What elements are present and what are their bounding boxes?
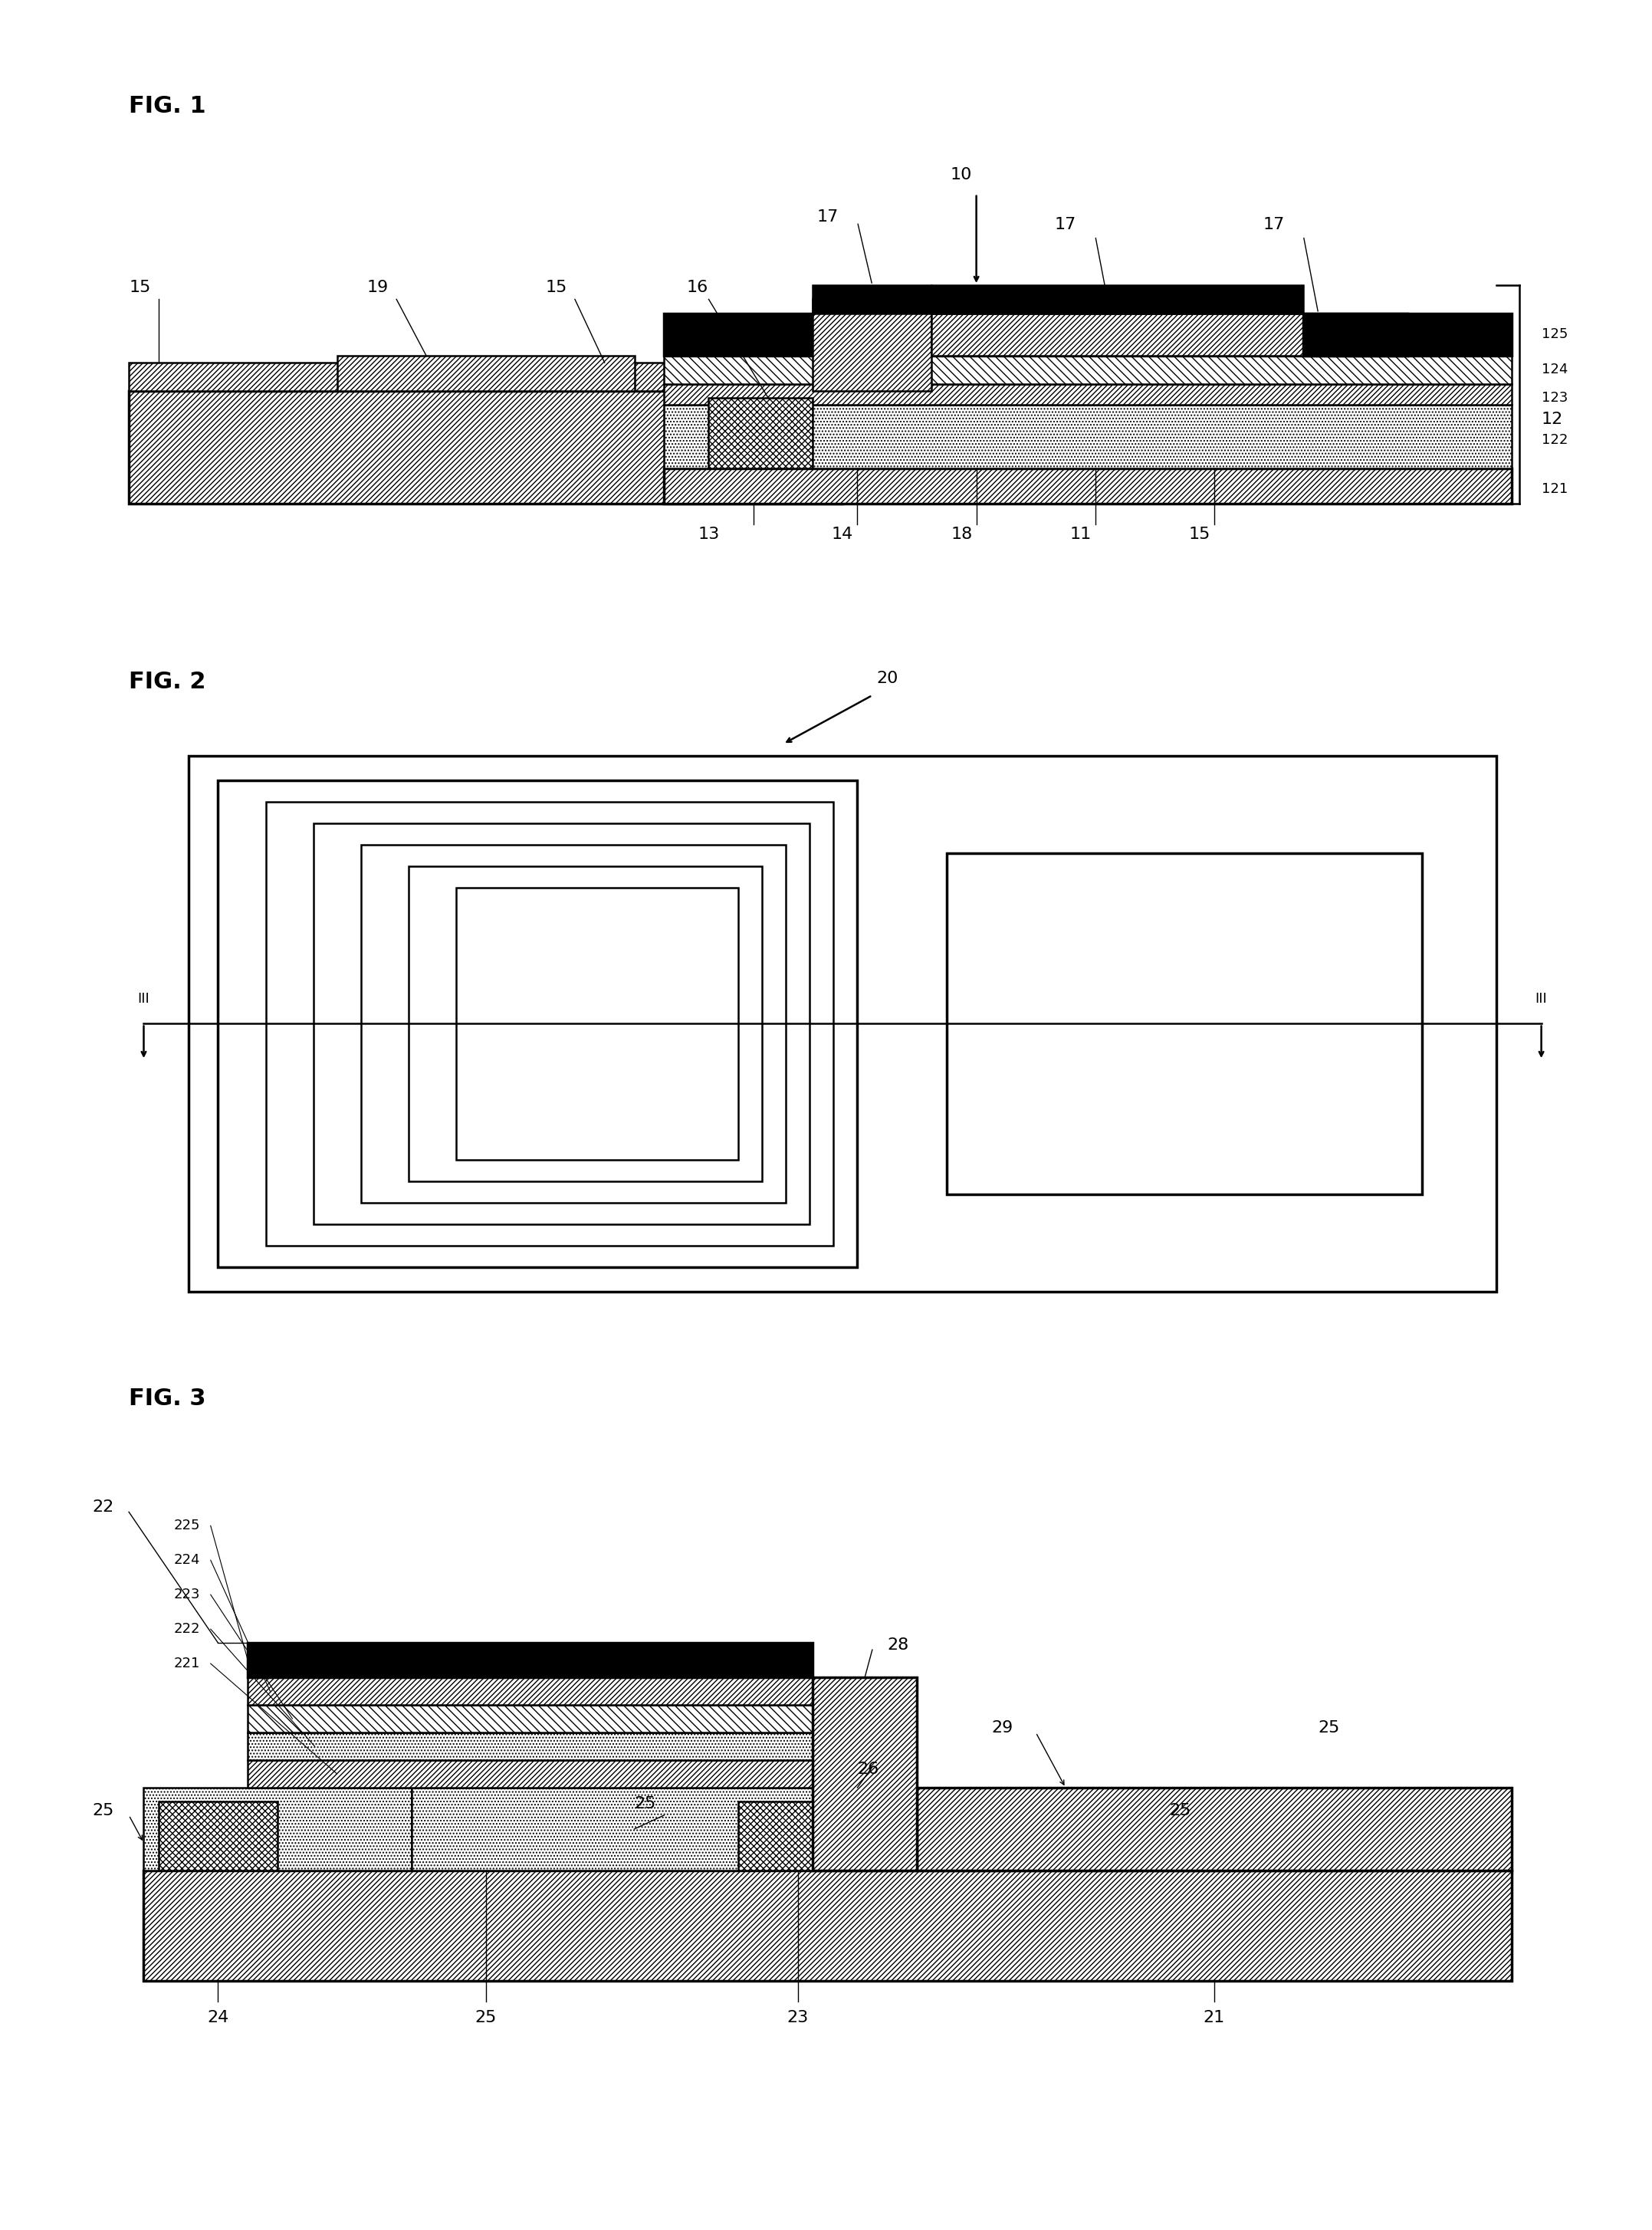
Text: 25: 25 (474, 2009, 497, 2025)
Text: 10: 10 (950, 167, 973, 183)
Text: 19: 19 (367, 281, 388, 294)
Text: 225: 225 (173, 1519, 200, 1532)
Text: 14: 14 (831, 526, 854, 542)
Text: 13: 13 (697, 526, 720, 542)
Bar (188, 756, 1497, 1291)
Text: 223: 223 (173, 1588, 200, 1601)
Text: FIG. 1: FIG. 1 (129, 96, 206, 118)
Bar (159, 1802, 278, 1871)
Bar (709, 397, 813, 468)
Bar (932, 285, 1303, 314)
Bar (266, 803, 834, 1247)
Text: 29: 29 (991, 1719, 1013, 1735)
Text: 20: 20 (876, 671, 899, 687)
Bar (248, 1644, 813, 1677)
Bar (947, 854, 1422, 1193)
Text: 17: 17 (816, 210, 839, 225)
Text: 221: 221 (173, 1657, 200, 1670)
Bar (248, 1706, 813, 1733)
Bar (917, 1788, 1512, 1871)
Bar (932, 314, 1303, 355)
Text: 16: 16 (687, 281, 709, 294)
Text: 17: 17 (1262, 216, 1285, 232)
Bar (144, 1788, 411, 1871)
Bar (314, 823, 809, 1224)
Text: 22: 22 (93, 1499, 114, 1514)
Bar (408, 865, 762, 1182)
Text: 28: 28 (887, 1637, 909, 1652)
Text: 26: 26 (857, 1762, 879, 1777)
Bar (664, 384, 1512, 406)
Text: III: III (1535, 992, 1548, 1006)
Bar (738, 1802, 857, 1871)
Text: 17: 17 (1054, 216, 1077, 232)
Bar (664, 468, 1512, 504)
Text: 122: 122 (1541, 433, 1568, 446)
Bar (813, 285, 932, 314)
Text: 12: 12 (1541, 410, 1563, 426)
Text: 25: 25 (93, 1802, 114, 1817)
Text: 222: 222 (173, 1621, 200, 1637)
Text: 11: 11 (1069, 526, 1092, 542)
Bar (664, 314, 1512, 355)
Text: 23: 23 (786, 2009, 809, 2025)
Text: 124: 124 (1541, 363, 1568, 377)
Bar (664, 355, 1512, 384)
Bar (664, 406, 1512, 468)
Text: 25: 25 (634, 1795, 656, 1811)
Text: 123: 123 (1541, 390, 1568, 406)
Bar (129, 363, 843, 390)
Text: III: III (137, 992, 150, 1006)
Bar (248, 1733, 813, 1759)
Bar (813, 1677, 917, 1871)
Bar (360, 845, 786, 1202)
Text: 224: 224 (173, 1554, 200, 1568)
Text: 21: 21 (1203, 2009, 1226, 2025)
Text: 24: 24 (206, 2009, 230, 2025)
Text: 25: 25 (1318, 1719, 1340, 1735)
Bar (129, 390, 843, 504)
Bar (144, 1871, 1512, 1980)
Bar (411, 1788, 813, 1871)
Bar (456, 888, 738, 1160)
Text: 25: 25 (1170, 1802, 1191, 1817)
Bar (1303, 314, 1408, 355)
Text: 15: 15 (1188, 526, 1211, 542)
Text: 18: 18 (950, 526, 973, 542)
Text: 121: 121 (1541, 482, 1568, 497)
Text: FIG. 2: FIG. 2 (129, 671, 206, 694)
Bar (248, 1759, 813, 1788)
Text: FIG. 3: FIG. 3 (129, 1387, 206, 1409)
Text: 15: 15 (545, 281, 567, 294)
Bar (337, 355, 634, 390)
Bar (248, 1677, 813, 1706)
Bar (218, 780, 857, 1267)
Text: 125: 125 (1541, 328, 1568, 341)
Bar (813, 299, 932, 390)
Text: 15: 15 (129, 281, 150, 294)
